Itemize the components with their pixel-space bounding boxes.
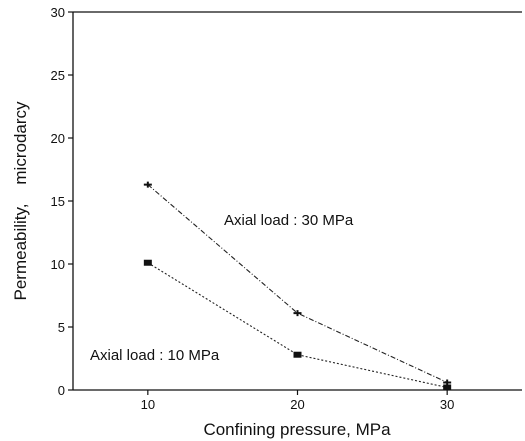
y-tick-label: 25: [51, 68, 65, 83]
y-tick-label: 5: [58, 320, 65, 335]
series-1-point: [143, 259, 152, 266]
series-line-1: [147, 262, 448, 389]
axes: [72, 11, 522, 391]
y-axis-label: Permeability, microdarcy: [11, 101, 30, 301]
series-layer: [143, 181, 452, 391]
series-0-point: [143, 181, 152, 188]
y-tick-label: 0: [58, 383, 65, 398]
y-tick-label: 20: [51, 131, 65, 146]
x-tick-label: 30: [440, 397, 454, 412]
y-ticks: 0 5 10 15 20 25 30: [51, 5, 73, 398]
series-0-point: [293, 310, 302, 317]
series-1-point: [293, 351, 302, 358]
x-ticks: 10 20 30: [141, 390, 454, 412]
y-tick-label: 10: [51, 257, 65, 272]
x-axis-label: Confining pressure, MPa: [203, 420, 391, 439]
x-tick-label: 20: [290, 397, 304, 412]
y-tick-label: 15: [51, 194, 65, 209]
series-label-axial-30: Axial load : 30 MPa: [224, 212, 354, 229]
series-1-point: [443, 384, 452, 391]
y-tick-label: 30: [51, 5, 65, 20]
series-label-axial-10: Axial load : 10 MPa: [90, 347, 220, 364]
x-tick-label: 10: [141, 397, 155, 412]
series-0-point: [443, 379, 452, 386]
